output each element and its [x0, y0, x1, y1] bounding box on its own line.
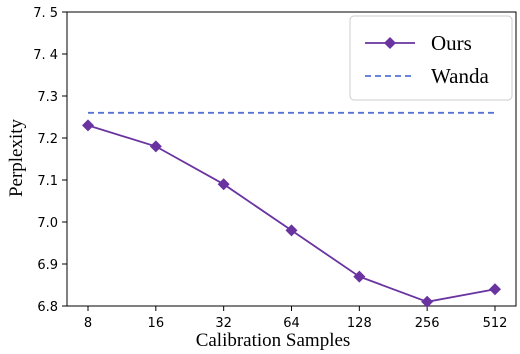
x-axis-title: Calibration Samples: [196, 330, 351, 351]
legend-box: [349, 15, 513, 101]
y-tick-label: 7.0: [37, 216, 58, 231]
data-point-ours: [82, 119, 94, 132]
data-point-ours: [285, 224, 298, 237]
y-tick-label: 7.2: [37, 132, 58, 147]
data-point-ours: [217, 178, 230, 191]
data-point-ours: [489, 283, 501, 296]
data-point-ours: [421, 295, 434, 308]
x-tick-label: 8: [84, 316, 92, 331]
y-tick-label: 6.9: [37, 258, 58, 273]
x-tick-label: 256: [415, 316, 440, 331]
y-tick-label: 6.8: [37, 300, 58, 315]
legend-item-wanda: Wanda: [365, 64, 489, 88]
series-line-ours: [87, 124, 496, 303]
legend-item-ours: Ours: [365, 31, 472, 55]
data-point-ours: [353, 270, 366, 283]
x-tick-label: 128: [347, 316, 372, 331]
series-layer: [82, 111, 501, 308]
y-axis-ticks: 6.8 6.9 7.0 7.1 7.2 7.3 7. 4 7. 5: [33, 6, 67, 315]
y-axis-title: Perplexity: [6, 118, 27, 197]
x-tick-label: 16: [148, 316, 165, 331]
x-tick-label: 32: [215, 316, 232, 331]
x-tick-label: 64: [283, 316, 300, 331]
legend-label-wanda: Wanda: [431, 64, 489, 88]
y-tick-label: 7.1: [37, 174, 58, 189]
legend-label-ours: Ours: [431, 31, 472, 55]
legend: Ours Wanda: [349, 15, 513, 101]
y-tick-label: 7. 5: [33, 6, 58, 21]
legend-marker-ours: [384, 37, 396, 49]
x-tick-label: 512: [483, 316, 508, 331]
data-point-ours: [149, 140, 162, 153]
y-tick-label: 7.3: [37, 90, 58, 105]
y-tick-label: 7. 4: [33, 48, 58, 63]
x-axis-ticks: 8 16 32 64 128 256 512: [84, 306, 508, 331]
